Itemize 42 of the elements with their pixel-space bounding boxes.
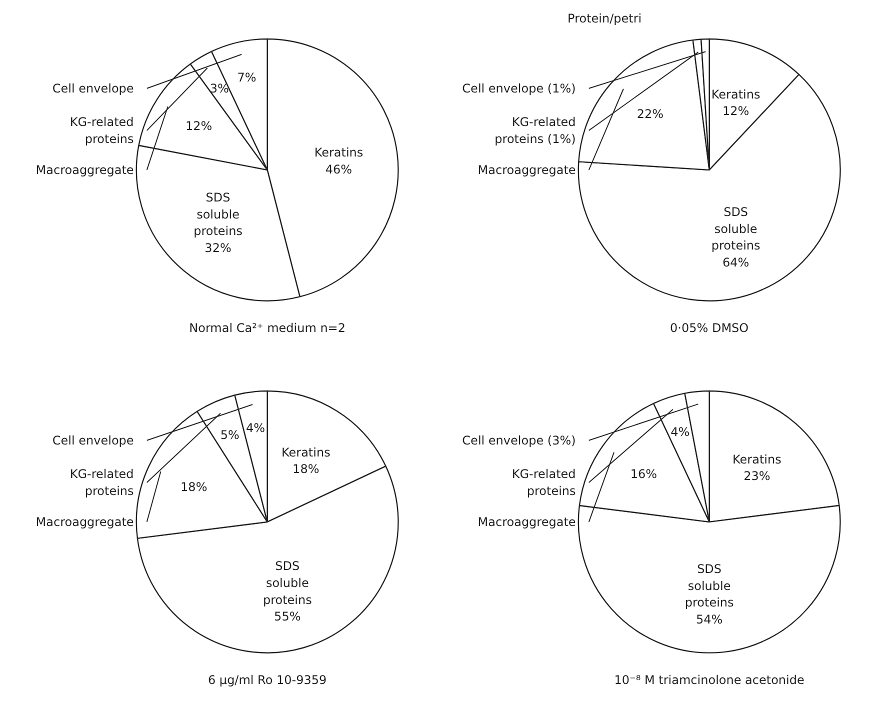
data-label: 18% [180, 480, 208, 494]
data-label: 22% [636, 107, 664, 122]
slice-label: Cell envelope [52, 81, 134, 96]
slice-label: Keratins [281, 445, 330, 460]
slice-label: KG-related proteins [70, 115, 134, 146]
data-label: 64% [722, 255, 750, 270]
text: Protein/petri [568, 12, 642, 26]
data-label: 7% [237, 70, 256, 84]
slice-label: Macroaggregate [36, 162, 134, 177]
slice-label: KG-related proteins [70, 467, 134, 498]
slice-label: Keratins [314, 145, 364, 160]
slice-label: SDS soluble proteins [711, 204, 760, 253]
slice-label: Cell envelope (1%) [462, 81, 576, 96]
slice-label: Keratins [711, 87, 760, 102]
data-label: 55% [274, 610, 301, 624]
data-label: 4% [246, 420, 266, 435]
text: 6 μg/ml Ro 10-9359 [208, 672, 327, 687]
slice-label: Cell envelope (3%) [462, 433, 576, 448]
data-label: 12% [185, 119, 212, 134]
data-label: 4% [670, 424, 690, 439]
slice-label: Keratins [732, 452, 782, 466]
slice-label: Macroaggregate [36, 514, 134, 529]
slice-label: Macroaggregate [478, 162, 576, 177]
data-label: 23% [744, 469, 770, 484]
text: 0·05% DMSO [670, 320, 749, 335]
slice-label: SDS soluble proteins [684, 562, 734, 610]
text: 10⁻⁸ M triamcinolone acetonide [614, 672, 804, 687]
data-label: 32% [204, 240, 232, 255]
slice-label: KG-related proteins [512, 467, 576, 498]
data-label: 54% [696, 612, 723, 626]
data-label: 18% [292, 462, 320, 476]
text: Normal Ca²⁺ medium n=2 [189, 320, 346, 335]
slice-label: SDS soluble proteins [194, 190, 242, 238]
data-label: 3% [210, 81, 229, 96]
data-label: 12% [722, 104, 750, 118]
slice-label: KG-related proteins (1%) [494, 115, 576, 146]
slice-label: Cell envelope [52, 433, 134, 448]
data-label: 46% [325, 162, 352, 176]
slice-label: SDS soluble proteins [262, 559, 312, 607]
data-label: 16% [630, 466, 657, 481]
data-label: 5% [220, 428, 240, 442]
slice-label: Macroaggregate [478, 514, 576, 529]
